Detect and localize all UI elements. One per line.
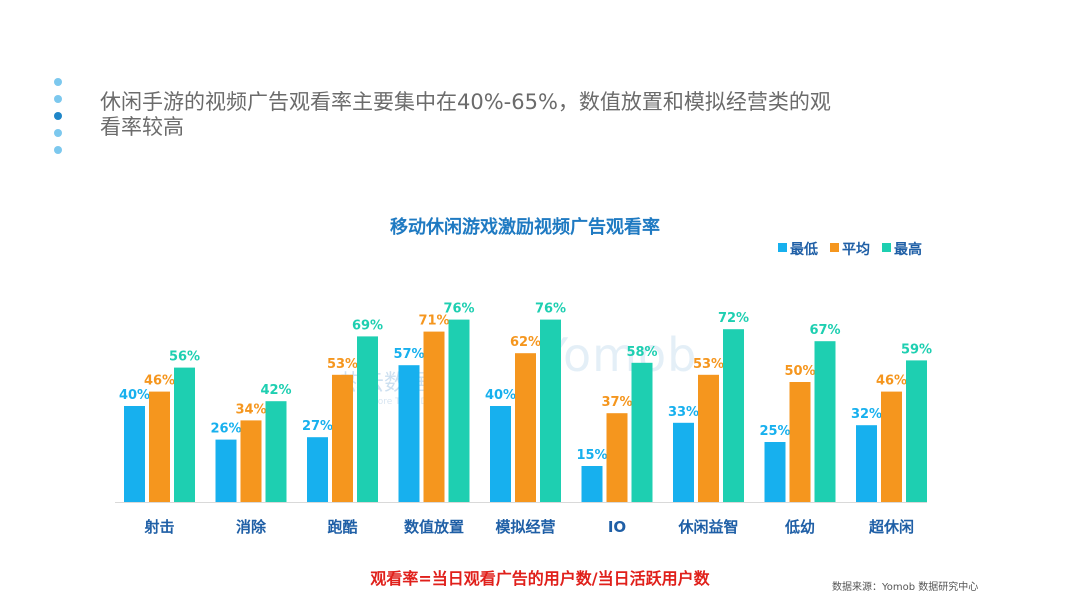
data-label-9-3: 59% [901,342,932,357]
bar-5-3 [540,319,561,502]
data-source: 数据来源：Yomob 数据研究中心 [832,582,979,593]
data-label-1-3: 56% [169,350,200,365]
bar-3-3 [357,336,378,502]
data-label-9-1: 32% [851,407,882,422]
bar-7-1 [673,422,694,502]
legend-swatch-3 [882,243,891,252]
category-label-2: 消除 [236,518,267,536]
data-label-8-2: 50% [784,364,815,379]
data-label-8-3: 67% [809,323,840,338]
bar-3-2 [332,374,353,502]
bar-3-1 [307,437,328,502]
bar-1-1 [124,406,145,502]
chart-legend: 最低 平均 最高 [778,241,922,258]
bar-2-3 [265,401,287,502]
data-label-6-2: 37% [601,395,632,410]
bar-1-3 [174,367,195,502]
bullet-dot [54,129,62,137]
data-label-5-1: 40% [485,388,516,403]
page-headline: 休闲手游的视频广告观看率主要集中在40%-65%，数值放置和模拟经营类的观看率较… [100,90,831,139]
data-label-5-2: 62% [510,335,541,350]
bar-9-2 [881,391,902,502]
data-label-3-1: 27% [302,419,333,434]
data-label-7-2: 53% [693,357,724,372]
data-label-4-2: 71% [418,314,449,329]
data-label-7-1: 33% [668,405,699,420]
data-label-4-3: 76% [443,302,474,317]
data-label-5-3: 76% [535,302,566,317]
data-label-2-2: 34% [235,402,266,417]
category-label-3: 跑酷 [327,518,357,536]
data-label-6-3: 58% [626,345,657,360]
bar-4-3 [448,319,470,502]
legend-label-1: 最低 [790,241,818,258]
legend-label-2: 平均 [842,241,870,258]
bar-7-2 [698,374,719,502]
bar-5-1 [490,406,511,502]
bar-8-1 [764,442,786,502]
bar-7-3 [723,329,744,502]
bullet-dot [54,112,62,120]
category-label-9: 超休闲 [868,518,914,536]
bar-2-2 [240,420,262,502]
bar-8-3 [814,341,836,502]
bar-9-1 [856,425,877,502]
data-label-1-1: 40% [119,388,150,403]
category-label-1: 射击 [143,518,174,536]
data-label-1-2: 46% [144,374,175,389]
bullet-dot [54,146,62,154]
data-label-3-3: 69% [352,318,383,333]
data-label-6-1: 15% [576,448,607,463]
data-label-9-2: 46% [876,374,907,389]
data-label-8-1: 25% [759,424,790,439]
bar-9-3 [906,360,927,502]
bullet-list-decoration [54,78,64,163]
bar-4-2 [423,331,445,502]
data-label-3-2: 53% [327,357,358,372]
bar-6-2 [606,413,628,502]
category-label-4: 数值放置 [404,518,464,536]
data-label-4-1: 57% [393,347,424,362]
formula-note: 观看率=当日观看广告的用户数/当日活跃用户数 [370,569,710,588]
legend-swatch-2 [830,243,839,252]
data-label-7-3: 72% [718,311,749,326]
category-label-6: IO [608,518,626,536]
bar-2-1 [215,439,237,502]
bullet-dot [54,95,62,103]
bar-5-2 [515,353,536,502]
bar-8-2 [789,382,811,502]
bar-6-1 [581,466,603,502]
bar-6-3 [631,362,653,502]
category-label-8: 低幼 [784,518,815,536]
category-label-5: 模拟经营 [495,518,555,536]
chart-bars: 40%46%56%26%34%42%27%53%69%57%71%76%40%6… [119,302,932,502]
watermark-yomob: Yomob [540,328,698,382]
legend-swatch-1 [778,243,787,252]
bar-4-1 [398,365,420,502]
data-label-2-3: 42% [260,383,291,398]
chart-title: 移动休闲游戏激励视频广告观看率 [390,216,660,238]
legend-label-3: 最高 [894,241,922,258]
bullet-dot [54,78,62,86]
bar-1-2 [149,391,170,502]
category-label-7: 休闲益智 [677,518,738,536]
data-label-2-1: 26% [210,422,241,437]
x-axis-labels: 射击 消除 跑酷 数值放置 模拟经营 IO 休闲益智 低幼 超休闲 [143,518,914,536]
